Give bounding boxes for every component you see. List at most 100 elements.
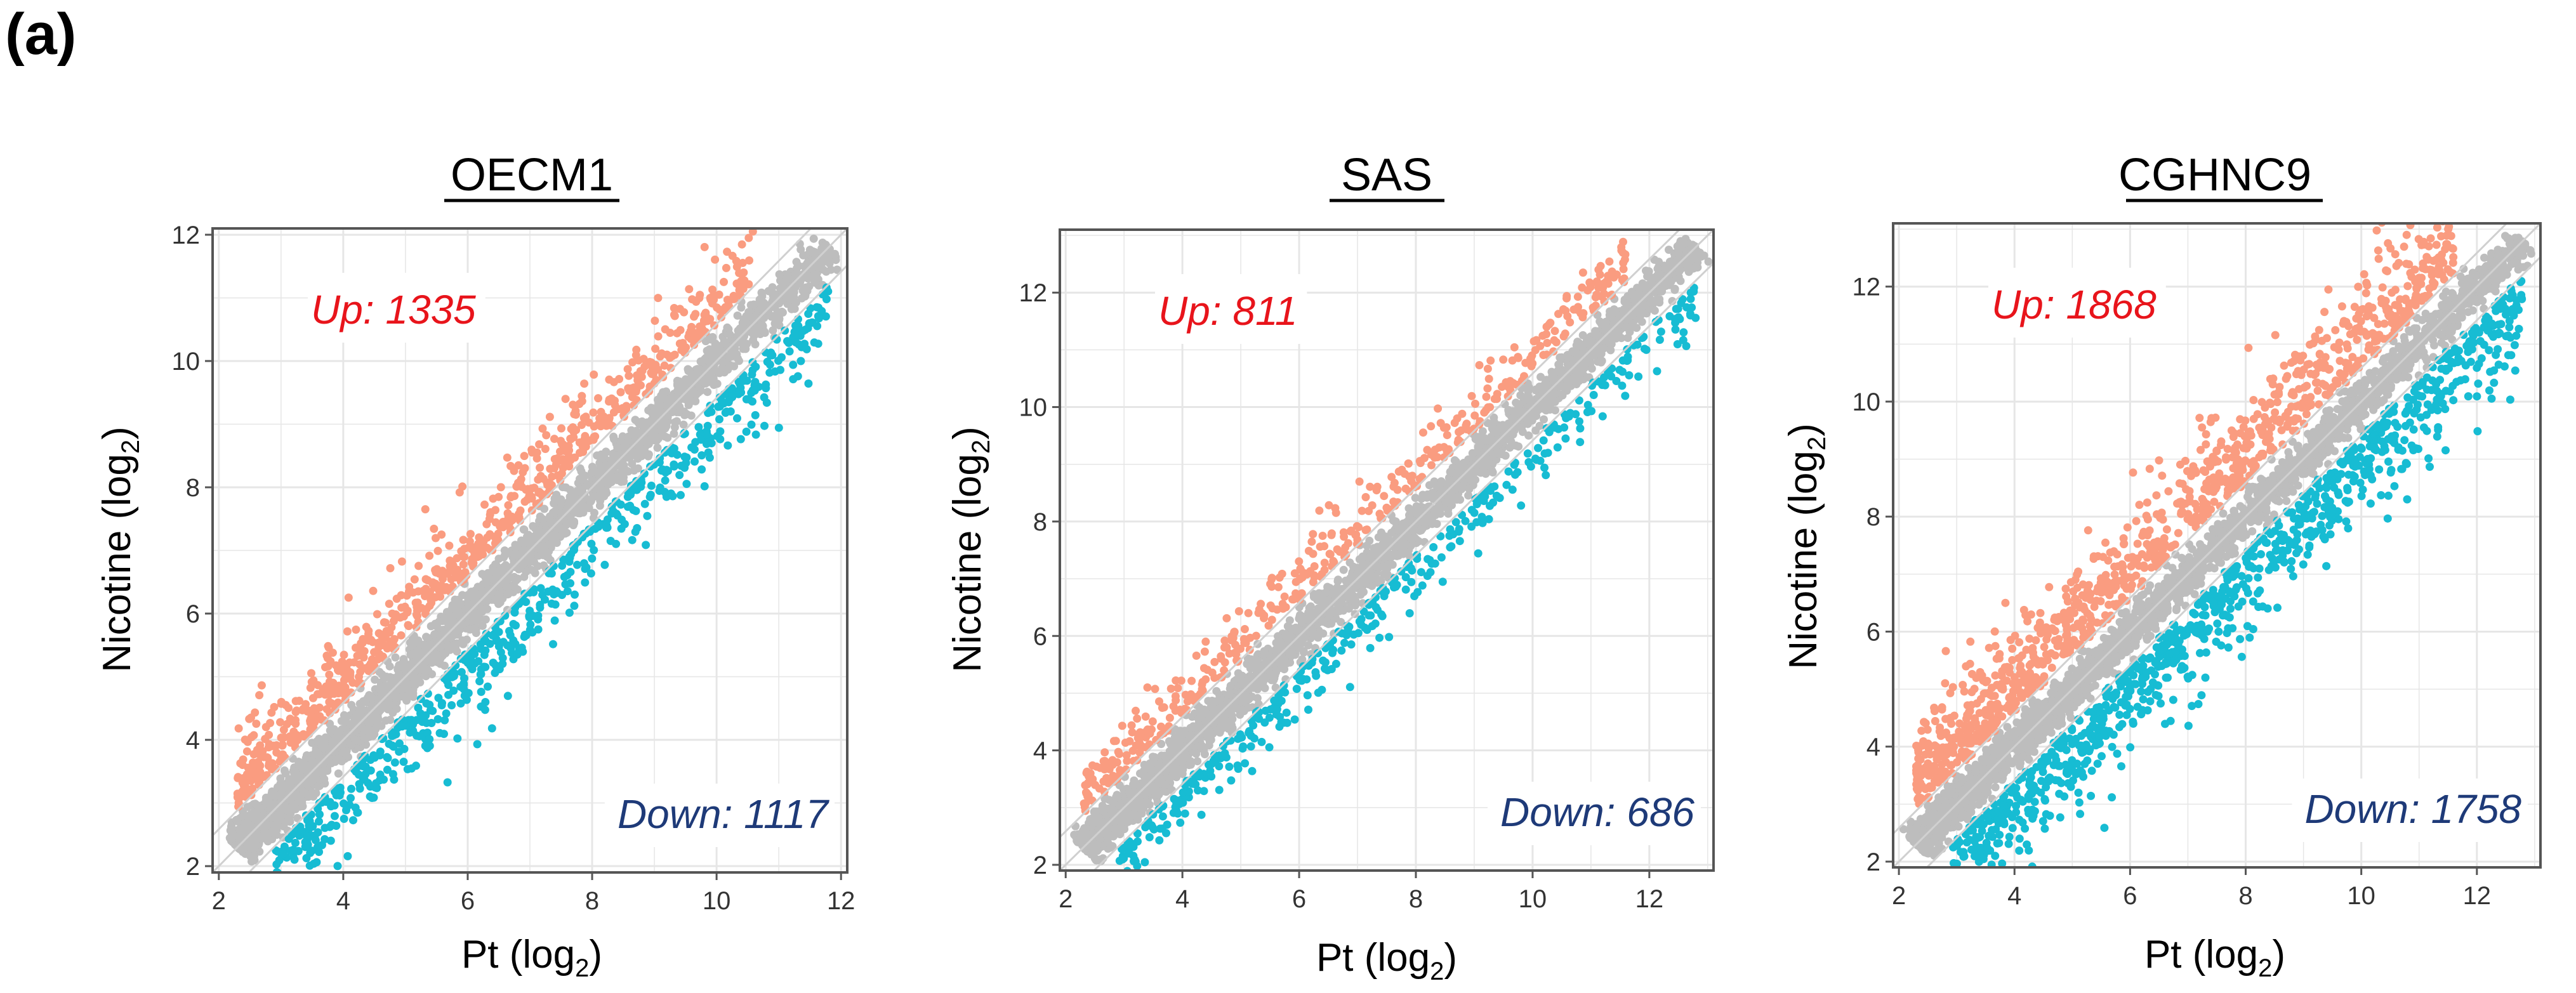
point-up xyxy=(422,605,431,614)
point-up xyxy=(374,638,383,647)
down-count-label: Down: 1117 xyxy=(618,791,829,837)
x-tick-label: 10 xyxy=(703,887,731,915)
y-tick-label: 8 xyxy=(186,474,200,502)
point-unchanged xyxy=(633,464,642,473)
point-up xyxy=(696,322,704,331)
point-up xyxy=(293,735,302,744)
point-up xyxy=(624,371,633,380)
point-up xyxy=(538,424,547,433)
point-unchanged xyxy=(660,417,669,426)
point-up xyxy=(397,557,406,566)
point-down xyxy=(803,324,812,332)
point-up xyxy=(314,690,322,699)
point-up xyxy=(392,595,401,603)
point-unchanged xyxy=(687,371,696,379)
point-up xyxy=(334,689,343,698)
point-up xyxy=(730,294,738,303)
point-down xyxy=(736,435,745,444)
point-up xyxy=(353,652,362,661)
point-down xyxy=(751,430,760,439)
point-up xyxy=(605,397,613,406)
point-unchanged xyxy=(303,790,312,799)
point-up xyxy=(369,586,378,595)
point-unchanged xyxy=(238,812,247,820)
point-down xyxy=(456,699,465,708)
point-up xyxy=(359,653,368,662)
y-tick-label: 6 xyxy=(186,600,200,628)
point-up xyxy=(634,356,643,365)
point-up xyxy=(571,453,579,462)
point-unchanged xyxy=(539,515,547,523)
point-up xyxy=(512,482,521,490)
point-down xyxy=(434,694,443,702)
guide-line xyxy=(213,228,847,872)
point-up xyxy=(508,512,516,521)
point-up xyxy=(654,294,663,303)
point-unchanged xyxy=(716,355,725,364)
point-unchanged xyxy=(553,524,562,533)
point-unchanged xyxy=(691,397,700,405)
point-down xyxy=(383,765,392,774)
point-down xyxy=(536,584,545,593)
point-unchanged xyxy=(525,539,534,548)
point-up xyxy=(615,374,624,383)
point-unchanged xyxy=(805,246,814,254)
point-up xyxy=(306,683,315,692)
point-up xyxy=(389,617,398,626)
down-label-bg xyxy=(604,784,835,847)
point-unchanged xyxy=(545,540,554,549)
point-up xyxy=(462,571,471,580)
point-up xyxy=(347,688,355,697)
point-up xyxy=(673,329,682,338)
point-up xyxy=(390,645,398,654)
point-up xyxy=(339,681,347,690)
point-unchanged xyxy=(640,447,649,456)
point-unchanged xyxy=(233,817,242,825)
x-tick-label: 12 xyxy=(827,887,855,915)
point-down xyxy=(322,898,331,907)
point-up xyxy=(499,518,508,526)
point-unchanged xyxy=(755,321,763,330)
point-unchanged xyxy=(800,292,809,301)
point-unchanged xyxy=(677,385,685,394)
point-down xyxy=(581,565,590,573)
point-unchanged xyxy=(551,507,559,516)
point-down xyxy=(378,735,386,744)
point-down xyxy=(289,845,298,854)
point-down xyxy=(281,904,289,912)
point-up xyxy=(256,768,265,777)
point-up xyxy=(520,452,529,461)
point-unchanged xyxy=(742,312,751,320)
y-tick-label: 12 xyxy=(172,221,201,249)
point-down xyxy=(810,338,819,347)
point-down xyxy=(607,509,616,518)
point-down xyxy=(315,817,323,826)
point-unchanged xyxy=(558,483,567,492)
point-up xyxy=(485,510,494,519)
point-down xyxy=(440,716,449,725)
y-axis-label: Nicotine (log2) xyxy=(95,426,145,673)
point-unchanged xyxy=(733,311,742,320)
point-up xyxy=(532,454,541,463)
point-down xyxy=(633,523,642,532)
point-up xyxy=(535,440,544,449)
point-down xyxy=(785,347,794,356)
point-unchanged xyxy=(558,515,567,523)
point-down xyxy=(804,379,813,388)
point-up xyxy=(590,370,598,379)
point-unchanged xyxy=(237,846,246,855)
point-up xyxy=(249,731,258,740)
point-unchanged xyxy=(799,251,808,260)
point-down xyxy=(607,502,616,511)
x-tick-label: 6 xyxy=(461,887,475,915)
point-unchanged xyxy=(750,300,758,309)
point-down xyxy=(776,365,784,374)
point-unchanged xyxy=(597,465,606,474)
point-unchanged xyxy=(562,529,571,537)
point-up xyxy=(252,720,261,728)
point-down xyxy=(409,727,418,735)
point-down xyxy=(388,770,397,779)
point-unchanged xyxy=(280,766,289,775)
point-unchanged xyxy=(770,319,779,328)
point-unchanged xyxy=(673,376,682,385)
